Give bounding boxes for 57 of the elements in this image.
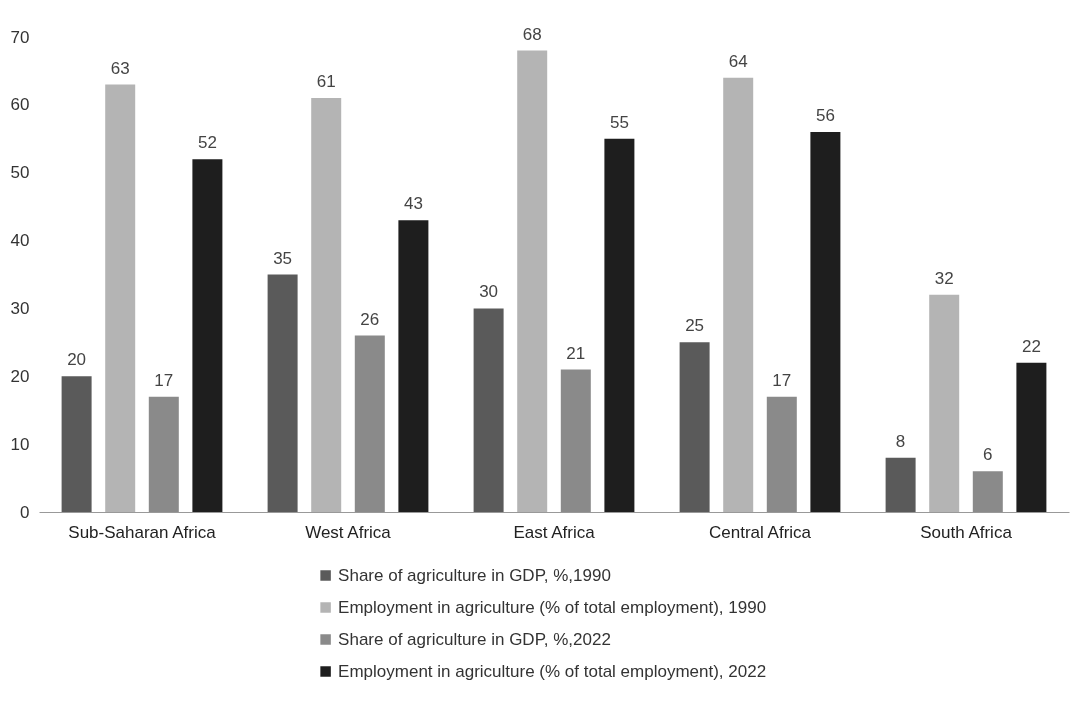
bar [1016, 362, 1047, 512]
x-tick-label: West Africa [305, 522, 392, 542]
bar [148, 396, 179, 512]
bar [61, 376, 92, 512]
x-tick-label: Sub-Saharan Africa [68, 522, 217, 542]
data-label: 68 [522, 24, 542, 44]
legend-label: Employment in agriculture (% of total employment), 1990 [338, 597, 767, 617]
bar [604, 138, 635, 512]
bar [517, 50, 548, 512]
data-label: 43 [403, 194, 423, 214]
x-tick-label: South Africa [920, 522, 1013, 542]
data-label: 21 [566, 343, 586, 363]
y-tick-label: 0 [20, 502, 30, 522]
bar [560, 369, 591, 512]
data-label: 61 [316, 72, 336, 92]
bar [398, 220, 429, 512]
y-tick-label: 70 [10, 27, 30, 47]
data-label: 17 [154, 370, 174, 390]
data-label: 30 [479, 282, 499, 302]
bar [354, 335, 385, 512]
data-label: 6 [983, 445, 993, 465]
data-label: 32 [934, 268, 954, 288]
bar [810, 132, 841, 512]
bar [766, 396, 797, 512]
data-label: 55 [609, 112, 629, 132]
legend-label: Share of agriculture in GDP, %,2022 [338, 629, 611, 649]
y-tick-label: 50 [10, 163, 30, 183]
data-label: 35 [273, 248, 293, 268]
y-tick-label: 20 [10, 366, 30, 386]
data-label: 20 [67, 350, 87, 370]
data-label: 25 [685, 316, 705, 336]
data-label: 8 [895, 431, 906, 451]
bar [723, 77, 754, 512]
data-label: 63 [110, 58, 130, 78]
bar [972, 471, 1003, 512]
bar [679, 342, 710, 512]
bar [311, 98, 342, 512]
data-label: 26 [360, 309, 380, 329]
data-label: 64 [728, 51, 748, 71]
x-tick-label: East Africa [513, 522, 596, 542]
y-tick-label: 10 [10, 434, 30, 454]
x-tick-label: Central Africa [708, 522, 812, 542]
data-label: 52 [197, 133, 217, 153]
y-tick-label: 30 [10, 298, 30, 318]
data-label: 56 [815, 106, 835, 125]
bar [105, 84, 136, 512]
y-tick-label: 60 [10, 95, 30, 115]
bar [929, 294, 960, 512]
bar [885, 457, 916, 512]
bar [473, 308, 504, 512]
data-label: 17 [772, 370, 792, 390]
bar [192, 159, 223, 512]
data-label: 22 [1021, 336, 1041, 356]
legend-label: Employment in agriculture (% of total employment), 2022 [338, 661, 767, 681]
bar [267, 274, 298, 512]
legend-label: Share of agriculture in GDP, %,1990 [338, 565, 611, 585]
y-tick-label: 40 [10, 231, 30, 251]
